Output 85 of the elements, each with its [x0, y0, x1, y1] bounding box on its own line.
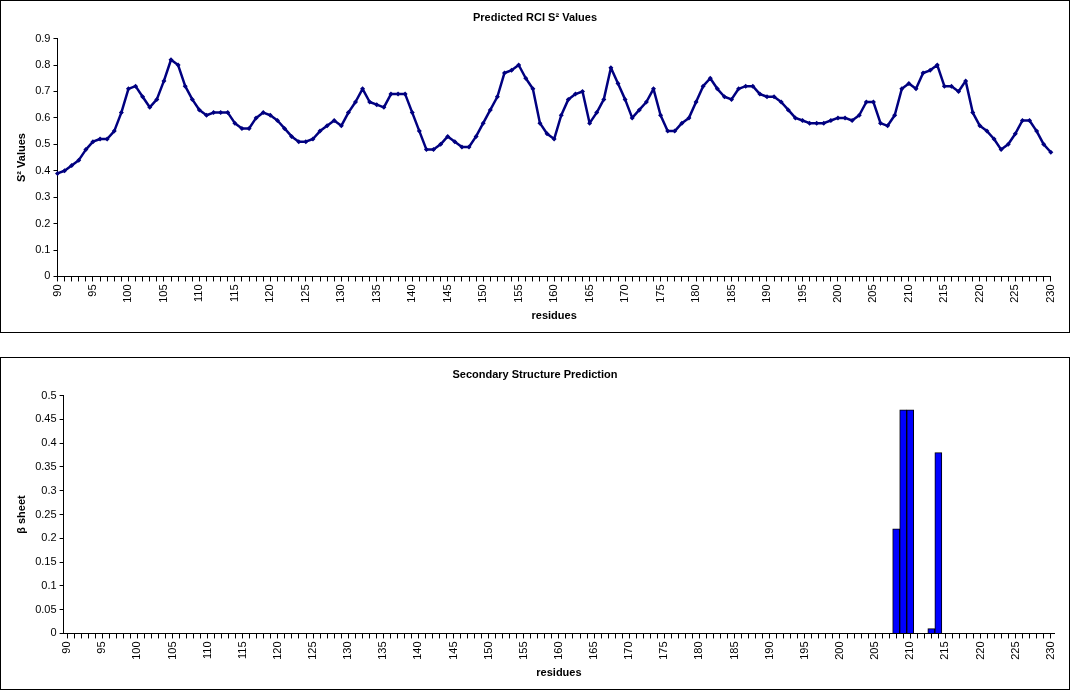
x-tick-label: 140 [411, 641, 424, 660]
x-tick-label: 125 [298, 284, 311, 303]
x-tick-label: 190 [762, 641, 775, 660]
x-tick-label: 160 [547, 284, 560, 303]
x-tick-label: 230 [1043, 641, 1056, 660]
x-tick-label: 175 [657, 641, 670, 660]
y-tick-label: 0.7 [35, 84, 51, 97]
y-tick-label: 0.25 [35, 507, 57, 520]
x-tick-label: 120 [270, 641, 283, 660]
x-tick-label: 95 [95, 641, 108, 654]
y-tick-label: 0.9 [35, 31, 51, 44]
y-tick-label: 0 [50, 626, 57, 639]
y-tick-label: 0.5 [35, 137, 51, 150]
x-tick-label: 155 [511, 284, 524, 303]
y-tick-label: 0.5 [41, 388, 57, 401]
x-tick-label: 150 [476, 284, 489, 303]
y-tick-label: 0.3 [35, 190, 51, 203]
x-tick-label: 185 [724, 284, 737, 303]
x-tick-label: 225 [1008, 284, 1021, 303]
x-axis-title: residues [531, 309, 577, 322]
y-tick-label: 0.15 [35, 555, 57, 568]
x-tick-label: 210 [901, 284, 914, 303]
y-tick-label: 0.35 [35, 459, 57, 472]
x-tick-label: 165 [582, 284, 595, 303]
x-tick-label: 170 [622, 641, 635, 660]
y-tick-label: 0.2 [41, 531, 57, 544]
x-tick-label: 135 [376, 641, 389, 660]
x-tick-label: 160 [551, 641, 564, 660]
x-tick-label: 115 [227, 284, 240, 302]
x-tick-label: 230 [1043, 284, 1056, 303]
x-tick-label: 110 [192, 284, 205, 302]
y-tick-label: 0.1 [41, 578, 57, 591]
chart-title: Predicted RCI S² Values [471, 11, 599, 23]
x-tick-label: 200 [833, 641, 846, 660]
x-tick-label: 225 [1008, 641, 1021, 660]
x-tick-label: 205 [868, 641, 881, 660]
y-tick-label: 0.6 [35, 110, 51, 123]
x-tick-label: 105 [156, 284, 169, 303]
x-tick-label: 180 [689, 284, 702, 303]
y-tick-label: 0.45 [35, 412, 57, 425]
x-tick-label: 220 [972, 284, 985, 303]
x-tick-label: 145 [446, 641, 459, 660]
x-tick-label: 130 [334, 284, 347, 303]
x-tick-label: 220 [973, 641, 986, 660]
y-axis-title: β sheet [14, 494, 27, 534]
y-tick-label: 0.4 [35, 163, 51, 176]
x-tick-label: 195 [797, 641, 810, 660]
x-tick-label: 175 [653, 284, 666, 303]
y-tick-label: 0.3 [41, 483, 57, 496]
y-axis-title: S² Values [14, 133, 27, 182]
x-tick-label: 210 [903, 641, 916, 660]
x-tick-label: 185 [727, 641, 740, 660]
x-tick-label: 195 [795, 284, 808, 303]
x-tick-label: 135 [369, 284, 382, 303]
x-tick-label: 155 [516, 641, 529, 660]
x-tick-label: 90 [50, 284, 63, 297]
x-tick-label: 105 [165, 641, 178, 660]
x-tick-label: 200 [830, 284, 843, 303]
x-tick-label: 180 [692, 641, 705, 660]
x-tick-label: 125 [306, 641, 319, 660]
x-axis-title: residues [536, 666, 582, 679]
y-tick-label: 0 [44, 269, 51, 282]
x-tick-label: 120 [263, 284, 276, 303]
x-tick-label: 215 [937, 284, 950, 303]
x-tick-label: 140 [405, 284, 418, 303]
chart-title: Secondary Structure Prediction [451, 368, 619, 380]
x-tick-label: 190 [760, 284, 773, 303]
x-tick-label: 145 [440, 284, 453, 303]
x-tick-label: 95 [86, 284, 98, 297]
y-tick-label: 0.4 [41, 436, 57, 449]
x-tick-label: 110 [200, 641, 213, 659]
x-tick-label: 170 [618, 284, 631, 303]
x-tick-label: 100 [130, 641, 143, 660]
x-tick-label: 100 [121, 284, 134, 303]
y-tick-label: 0.8 [35, 58, 51, 71]
x-tick-label: 215 [938, 641, 951, 660]
x-tick-label: 115 [235, 641, 248, 659]
y-tick-label: 0.2 [35, 216, 51, 229]
x-tick-label: 150 [481, 641, 494, 660]
x-tick-label: 165 [587, 641, 600, 660]
y-tick-label: 0.1 [35, 243, 51, 256]
x-tick-label: 130 [341, 641, 354, 660]
x-tick-label: 90 [60, 641, 73, 654]
y-tick-label: 0.05 [35, 602, 57, 615]
x-tick-label: 205 [866, 284, 879, 303]
